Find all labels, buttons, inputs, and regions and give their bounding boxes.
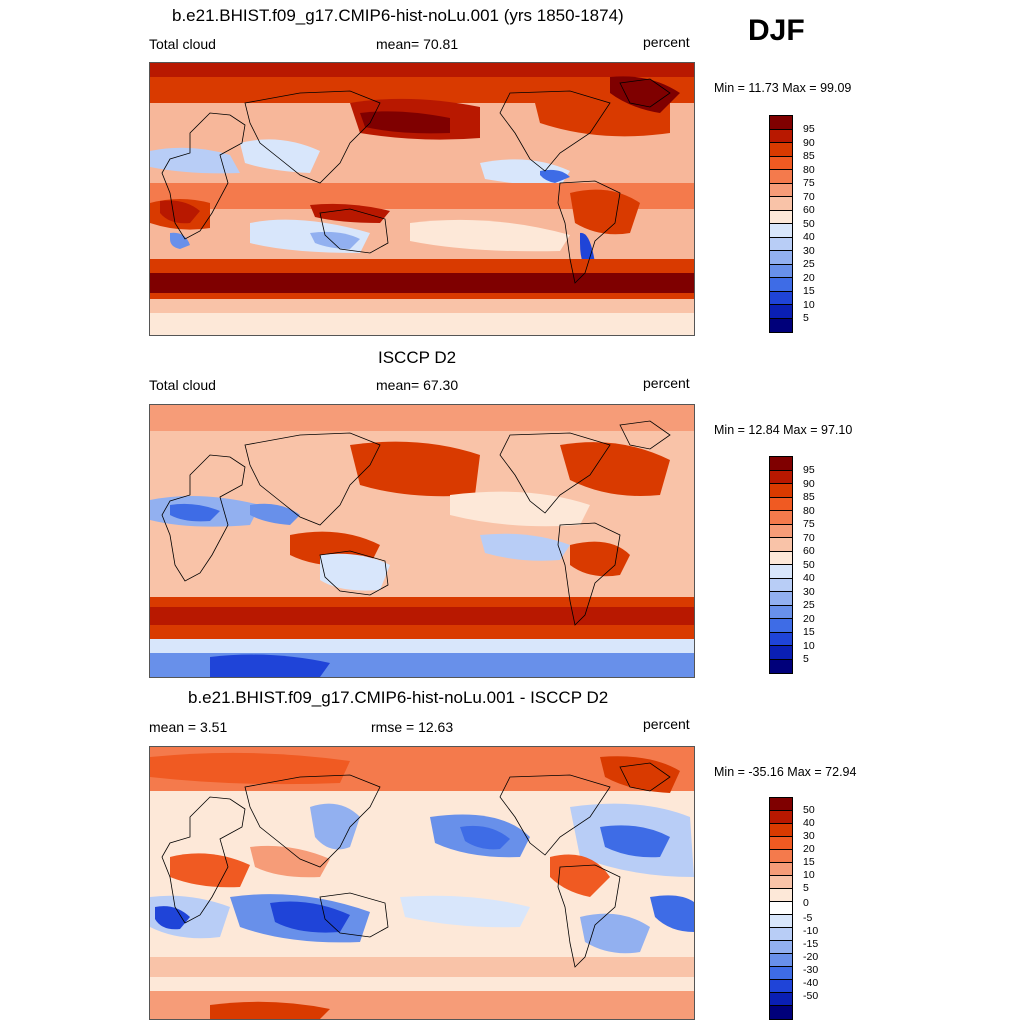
colorbar-tick-label: 20 (803, 271, 815, 284)
season-label: DJF (748, 14, 805, 47)
colorbar-tick-label: -15 (803, 938, 819, 950)
panel-2-contour-field (150, 405, 694, 677)
colorbar-tick-label: 20 (803, 843, 815, 855)
colorbar-tick-label: 40 (803, 817, 815, 829)
panel-3-units-label: percent (643, 716, 690, 732)
panel-2-units-label: percent (643, 375, 690, 391)
panel-1-variable-label: Total cloud (149, 36, 216, 52)
panel-1-map (149, 62, 695, 336)
panel-3-map (149, 746, 695, 1020)
colorbar-tick-label: -40 (803, 977, 819, 989)
colorbar-tick-label: 90 (803, 136, 815, 149)
panel-2-minmax: Min = 12.84 Max = 97.10 (714, 423, 853, 437)
colorbar-tick-label: 5 (803, 882, 809, 894)
colorbar-tick-label: 50 (803, 804, 815, 816)
colorbar-tick-label: 50 (803, 558, 815, 571)
panel-3-rmse-label: rmse = 12.63 (371, 719, 454, 735)
panel-3-colorbar (769, 797, 793, 1020)
colorbar-tick-label: 60 (803, 545, 815, 557)
panel-3-contour-field (150, 747, 694, 1019)
colorbar-tick-label: 40 (803, 572, 815, 584)
colorbar-tick-label: 85 (803, 491, 815, 503)
colorbar-tick-label: 75 (803, 518, 815, 530)
colorbar-tick-label: -30 (803, 964, 819, 976)
panel-2-title: ISCCP D2 (378, 348, 457, 367)
colorbar-tick-label: 20 (803, 612, 815, 625)
colorbar-tick-label: 10 (803, 639, 815, 652)
colorbar-tick-label: 50 (803, 217, 815, 230)
colorbar-tick-label: 25 (803, 599, 815, 611)
colorbar-tick-label: 15 (803, 856, 815, 868)
colorbar-tick-label: 15 (803, 285, 815, 297)
colorbar-tick-label: 40 (803, 231, 815, 243)
colorbar-tick-label: 25 (803, 258, 815, 270)
colorbar-tick-label: 75 (803, 177, 815, 189)
colorbar-tick-label: 95 (803, 123, 815, 135)
colorbar-tick-label: 70 (803, 531, 815, 544)
panel-3-title: b.e21.BHIST.f09_g17.CMIP6-hist-noLu.001 … (188, 688, 609, 707)
panel-2-variable-label: Total cloud (149, 377, 216, 393)
colorbar-tick-label: 5 (803, 312, 809, 324)
colorbar-tick-label: 30 (803, 244, 815, 257)
colorbar-tick-label: 60 (803, 204, 815, 216)
panel-2-map (149, 404, 695, 678)
colorbar-tick-label: 0 (803, 897, 809, 909)
panel-1-contour-field (150, 63, 694, 335)
colorbar-tick-label: 10 (803, 298, 815, 311)
panel-3-mean-label: mean = 3.51 (149, 719, 228, 735)
colorbar-tick-label: 5 (803, 653, 809, 665)
colorbar-tick-label: 30 (803, 585, 815, 598)
panel-2-colorbar (769, 456, 793, 674)
colorbar-tick-label: 10 (803, 869, 815, 881)
colorbar-tick-label: 80 (803, 163, 815, 176)
panel-1-units-label: percent (643, 34, 690, 50)
panel-1-mean-label: mean= 70.81 (376, 36, 459, 52)
colorbar-tick-label: -10 (803, 925, 819, 937)
colorbar-tick-label: 15 (803, 626, 815, 638)
colorbar-tick-label: 95 (803, 464, 815, 476)
colorbar-tick-label: -20 (803, 951, 819, 963)
panel-1-minmax: Min = 11.73 Max = 99.09 (714, 81, 852, 95)
colorbar-tick-label: 85 (803, 150, 815, 162)
panel-3-minmax: Min = -35.16 Max = 72.94 (714, 765, 857, 779)
colorbar-tick-label: -50 (803, 990, 819, 1002)
colorbar-tick-label: 30 (803, 830, 815, 842)
panel-1-title: b.e21.BHIST.f09_g17.CMIP6-hist-noLu.001 … (172, 6, 624, 25)
colorbar-tick-label: 80 (803, 504, 815, 517)
panel-2-mean-label: mean= 67.30 (376, 377, 459, 393)
colorbar-tick-label: -5 (803, 912, 813, 924)
colorbar-tick-label: 90 (803, 477, 815, 490)
colorbar-tick-label: 70 (803, 190, 815, 203)
panel-1-colorbar (769, 115, 793, 333)
